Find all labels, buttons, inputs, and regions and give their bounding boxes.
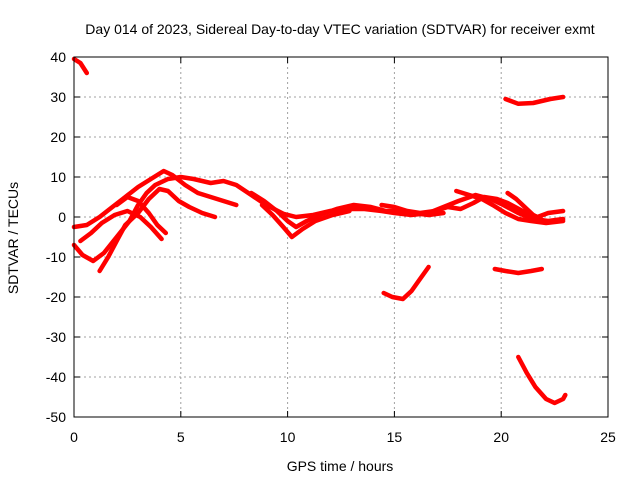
y-axis-label: SDTVAR / TECUs <box>5 182 21 294</box>
series-line-s4 <box>71 168 239 230</box>
x-tick-label: 20 <box>493 429 509 445</box>
y-tick-labels: 40 30 20 10 0 -10 -20 -30 -40 -50 <box>46 49 66 425</box>
series-line-s11 <box>454 188 566 226</box>
x-tick-label: 0 <box>70 429 78 445</box>
y-tick-label: -10 <box>46 249 66 265</box>
plot-frame <box>73 56 609 418</box>
series-line-s9 <box>259 202 352 240</box>
grid-lines <box>74 57 608 417</box>
series-line-s13 <box>381 264 431 302</box>
series-line-s15 <box>516 354 568 406</box>
x-tick-label: 25 <box>600 429 616 445</box>
x-tick-label: 5 <box>177 429 185 445</box>
series-line-s2 <box>503 94 566 107</box>
axis-ticks <box>73 56 609 418</box>
y-tick-label: 30 <box>50 89 66 105</box>
series-line-s7 <box>114 194 169 236</box>
y-tick-label: -50 <box>46 409 66 425</box>
x-tick-labels: 0 5 10 15 20 25 <box>70 429 616 445</box>
y-tick-label: -40 <box>46 369 66 385</box>
y-tick-label: -20 <box>46 289 66 305</box>
series-line-s14 <box>492 266 545 276</box>
y-tick-label: 0 <box>58 209 66 225</box>
plot-series <box>71 56 568 406</box>
series-line-s1 <box>71 56 90 76</box>
series-line-s6 <box>78 208 164 244</box>
series-line-s12 <box>505 190 547 224</box>
chart-title: Day 014 of 2023, Sidereal Day-to-day VTE… <box>85 21 594 37</box>
series-line-s5 <box>97 186 218 274</box>
x-tick-label: 15 <box>387 429 403 445</box>
y-tick-label: -30 <box>46 329 66 345</box>
y-tick-label: 20 <box>50 129 66 145</box>
x-axis-label: GPS time / hours <box>287 458 394 474</box>
x-tick-label: 10 <box>280 429 296 445</box>
y-tick-label: 40 <box>50 49 66 65</box>
y-tick-label: 10 <box>50 169 66 185</box>
